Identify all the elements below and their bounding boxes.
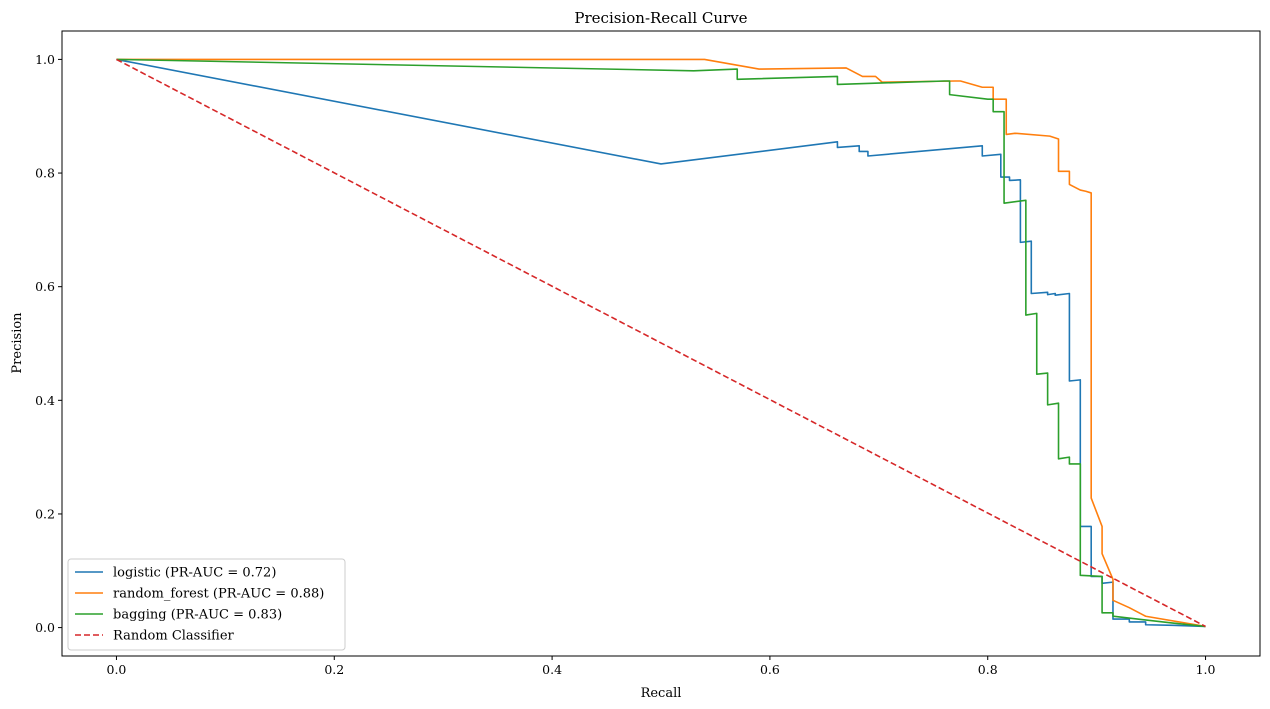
y-tick-label: 0.4 <box>35 393 55 408</box>
legend-label: logistic (PR-AUC = 0.72) <box>113 566 276 581</box>
x-axis-label: Recall <box>641 686 682 701</box>
legend-label: Random Classifier <box>113 629 235 644</box>
legend-label: bagging (PR-AUC = 0.83) <box>113 608 282 623</box>
plot-area-frame <box>61 30 1261 657</box>
x-tick-label: 0.4 <box>542 662 562 677</box>
legend: logistic (PR-AUC = 0.72) random_forest (P… <box>67 558 346 651</box>
series-line-random <box>116 58 1206 628</box>
legend-label: random_forest (PR-AUC = 0.88) <box>113 587 324 602</box>
x-tick-label: 0.8 <box>978 662 998 677</box>
x-tick-label: 0.6 <box>760 662 780 677</box>
y-tick-label: 0.0 <box>35 620 55 635</box>
y-tick-label: 0.8 <box>35 166 55 181</box>
chart-title: Precision-Recall Curve <box>574 9 747 27</box>
y-tick-label: 0.6 <box>35 279 55 294</box>
series-layer <box>116 58 1206 628</box>
legend-box <box>67 558 346 651</box>
y-axis: 0.0 0.2 0.4 0.6 0.8 1.0 <box>35 52 62 635</box>
x-axis: 0.0 0.2 0.4 0.6 0.8 1.0 <box>107 656 1216 677</box>
y-tick-label: 0.2 <box>35 506 55 521</box>
x-tick-label: 0.2 <box>324 662 344 677</box>
series-line-random-forest <box>116 58 1206 628</box>
series-line-bagging <box>116 58 1206 628</box>
y-tick-label: 1.0 <box>35 52 55 67</box>
x-tick-label: 1.0 <box>1196 662 1216 677</box>
y-axis-label: Precision <box>10 312 25 374</box>
x-tick-label: 0.0 <box>107 662 127 677</box>
